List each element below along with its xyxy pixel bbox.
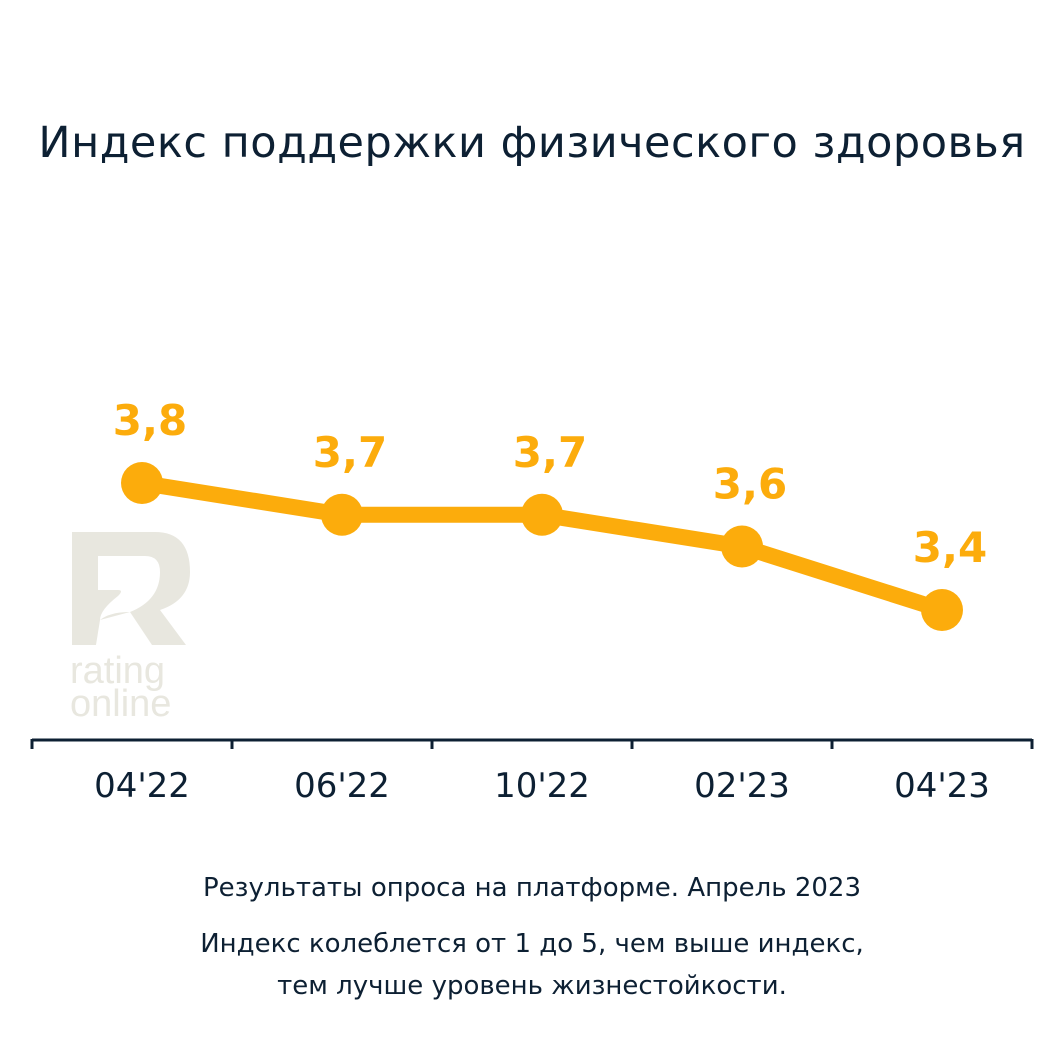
- chart-title: Индекс поддержки физического здоровья: [38, 118, 1026, 168]
- x-tick-label: 04'22: [94, 766, 190, 806]
- data-label: 3,4: [913, 523, 987, 572]
- x-tick-label: 04'23: [894, 766, 990, 806]
- data-point: [121, 462, 163, 504]
- x-tick-label: 02'23: [694, 766, 790, 806]
- footer-note-2: тем лучше уровень жизнестойкости.: [277, 971, 787, 1001]
- data-labels: 3,8 3,7 3,7 3,6 3,4: [113, 396, 987, 572]
- data-point: [521, 493, 563, 536]
- footer-source: Результаты опроса на платформе. Апрель 2…: [203, 873, 861, 903]
- series-line: [121, 462, 963, 631]
- data-point: [721, 525, 763, 568]
- x-tick-label: 06'22: [294, 766, 390, 806]
- data-label: 3,7: [313, 428, 387, 477]
- x-tick-label: 10'22: [494, 766, 590, 806]
- data-point: [321, 493, 363, 536]
- data-label: 3,6: [713, 460, 787, 509]
- data-label: 3,7: [513, 428, 587, 477]
- data-label: 3,8: [113, 396, 187, 445]
- x-axis: 04'22 06'22 10'22 02'23 04'23: [30, 738, 1034, 806]
- logo-text-rating: rating: [70, 650, 165, 692]
- data-point: [921, 589, 963, 631]
- footer-note-1: Индекс колеблется от 1 до 5, чем выше ин…: [200, 929, 864, 959]
- logo-text-online: online: [70, 683, 171, 725]
- rating-online-logo: rating online: [70, 532, 190, 725]
